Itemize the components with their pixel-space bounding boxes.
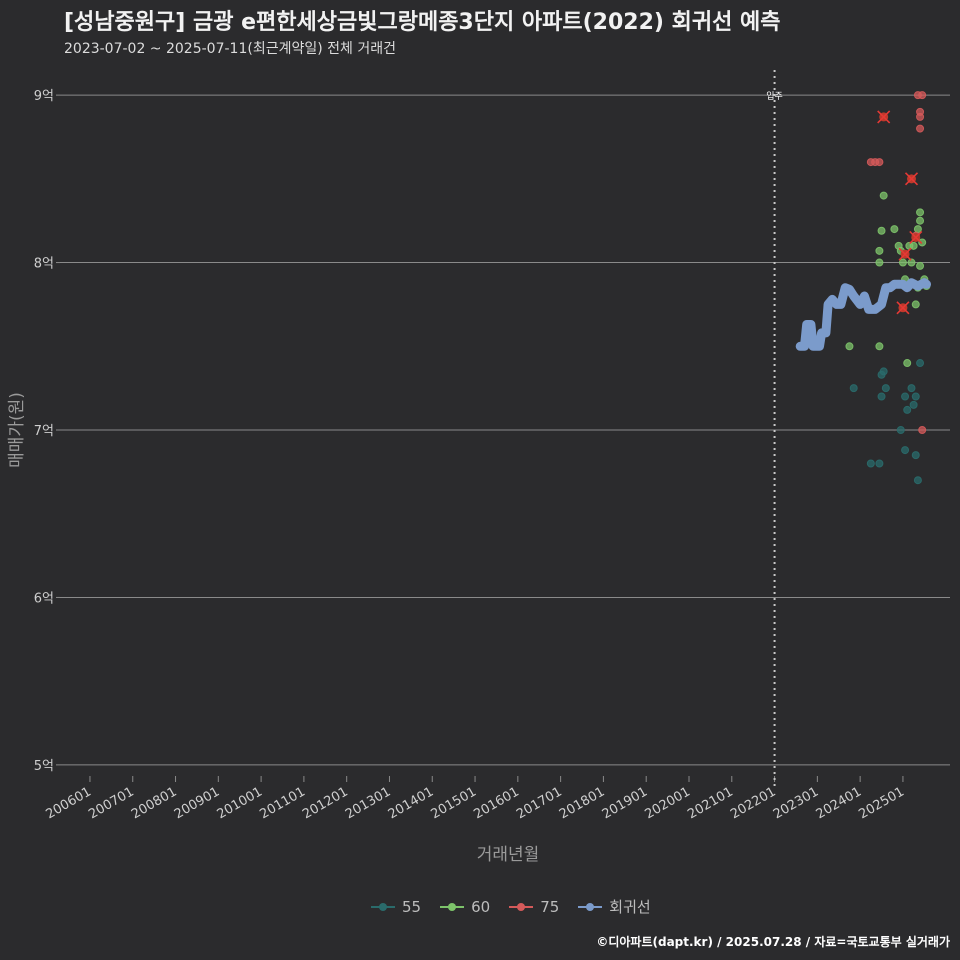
- legend-item-55: 55: [370, 897, 421, 917]
- data-point-75: [918, 426, 927, 434]
- chart-title: [성남중원구] 금광 e편한세상금빛그랑메종3단지 아파트(2022) 회귀선 …: [64, 10, 781, 35]
- x-tick-label: 202101: [685, 784, 735, 822]
- x-tick-label: 202501: [856, 784, 906, 822]
- move-in-marker-layer: 입주: [766, 70, 783, 790]
- x-tick-label: 201401: [386, 784, 436, 822]
- data-point-60: [898, 258, 907, 267]
- x-tick-label: 202401: [814, 784, 864, 822]
- data-point-55: [877, 392, 886, 401]
- axis-layer: 5억 6억 7억 8억 9억 200601200701200801200901201001…: [34, 89, 907, 822]
- data-point-55: [911, 392, 920, 401]
- x-tick-label: 200701: [86, 784, 136, 822]
- x-tick-label: 201201: [300, 784, 350, 822]
- source-caption: ©디아파트(dapt.kr) / 2025.07.28 / 자료=국토교통부 실…: [596, 935, 950, 949]
- data-point-60: [907, 258, 916, 267]
- highlight-x-stroke: [896, 301, 910, 315]
- data-point-60: [911, 300, 920, 309]
- data-point-55: [879, 367, 888, 376]
- x-tick-label: 202301: [771, 784, 821, 822]
- data-point-55: [866, 459, 875, 468]
- x-tick-label: 201701: [514, 784, 564, 822]
- x-tick-label: 201301: [343, 784, 393, 822]
- x-tick-label: 202201: [728, 784, 778, 822]
- y-tick-label: 6억: [34, 591, 54, 606]
- legend-label: 60: [471, 897, 491, 916]
- legend-label: 55: [402, 897, 422, 916]
- move-in-label: 입주: [766, 90, 783, 102]
- regression-line: [795, 278, 931, 351]
- x-tick-label: 200601: [43, 784, 93, 822]
- x-tick-label: 201001: [215, 784, 265, 822]
- data-point-60: [916, 261, 925, 270]
- legend-key: [439, 897, 465, 917]
- highlight-marker: [898, 247, 912, 261]
- legend-label: 75: [540, 897, 560, 916]
- data-point-55: [849, 384, 858, 393]
- x-tick-label: 201501: [429, 784, 479, 822]
- highlight-x-stroke: [898, 247, 912, 261]
- highlight-marker: [904, 172, 919, 186]
- y-tick-label: 5억: [34, 759, 54, 774]
- data-point-55: [881, 384, 890, 393]
- data-point-60: [916, 208, 925, 217]
- data-point-55: [901, 446, 910, 455]
- legend-key: [370, 897, 396, 917]
- chart-subtitle: 2023-07-02 ~ 2025-07-11(최근계약일) 전체 거래건: [64, 41, 396, 57]
- x-tick-label: 201901: [600, 784, 650, 822]
- highlight-layer: [877, 110, 923, 315]
- data-point-60: [890, 225, 899, 234]
- data-point-75: [918, 91, 927, 100]
- highlight-marker: [877, 110, 891, 124]
- highlight-x-stroke: [904, 172, 919, 186]
- data-point-60: [909, 241, 918, 250]
- legend: 55 60 75 회귀선: [370, 896, 659, 917]
- legend-item-60: 60: [439, 897, 490, 917]
- x-axis-label: 거래년월: [477, 845, 540, 865]
- x-tick-label: 200801: [129, 784, 179, 822]
- data-point-55: [901, 392, 910, 401]
- x-tick-label: 201601: [471, 784, 521, 822]
- x-tick-label: 201101: [257, 784, 307, 822]
- data-point-55: [909, 400, 918, 409]
- data-point-60: [875, 246, 884, 255]
- highlight-x-stroke: [909, 230, 923, 245]
- y-tick-label: 7억: [34, 424, 54, 439]
- data-point-55: [911, 451, 920, 460]
- data-point-60: [875, 342, 884, 351]
- legend-item-회귀선: 회귀선: [577, 896, 651, 917]
- data-point-75: [916, 112, 925, 121]
- data-point-60: [875, 258, 884, 267]
- legend-item-75: 75: [508, 897, 559, 917]
- data-point-55: [913, 476, 922, 485]
- data-point-55: [916, 359, 925, 368]
- data-point-55: [903, 405, 912, 414]
- legend-label: 회귀선: [609, 898, 651, 916]
- x-tick-label: 201801: [557, 784, 607, 822]
- data-point-75: [916, 124, 925, 133]
- x-tick-label: 202001: [643, 784, 693, 822]
- data-point-60: [845, 342, 854, 351]
- y-tick-label: 8억: [34, 257, 54, 272]
- highlight-x-stroke: [877, 110, 891, 124]
- highlight-marker: [896, 301, 910, 315]
- data-point-60: [877, 226, 886, 235]
- data-point-60: [918, 238, 927, 247]
- grid-layer: [60, 94, 950, 766]
- data-point-60: [916, 216, 925, 225]
- data-point-60: [903, 359, 912, 368]
- legend-key: [508, 897, 534, 917]
- data-point-60: [879, 191, 888, 200]
- data-point-55: [875, 459, 884, 468]
- y-axis-label: 매매가(원): [7, 392, 27, 468]
- y-tick-label: 9억: [34, 89, 54, 104]
- data-point-55: [907, 384, 916, 393]
- data-point-55: [896, 426, 905, 434]
- regression-layer: [795, 278, 931, 351]
- data-point-75: [875, 158, 884, 167]
- legend-key: [577, 897, 603, 917]
- highlight-marker: [909, 230, 923, 245]
- x-tick-label: 200901: [172, 784, 222, 822]
- data-point-60: [913, 225, 922, 234]
